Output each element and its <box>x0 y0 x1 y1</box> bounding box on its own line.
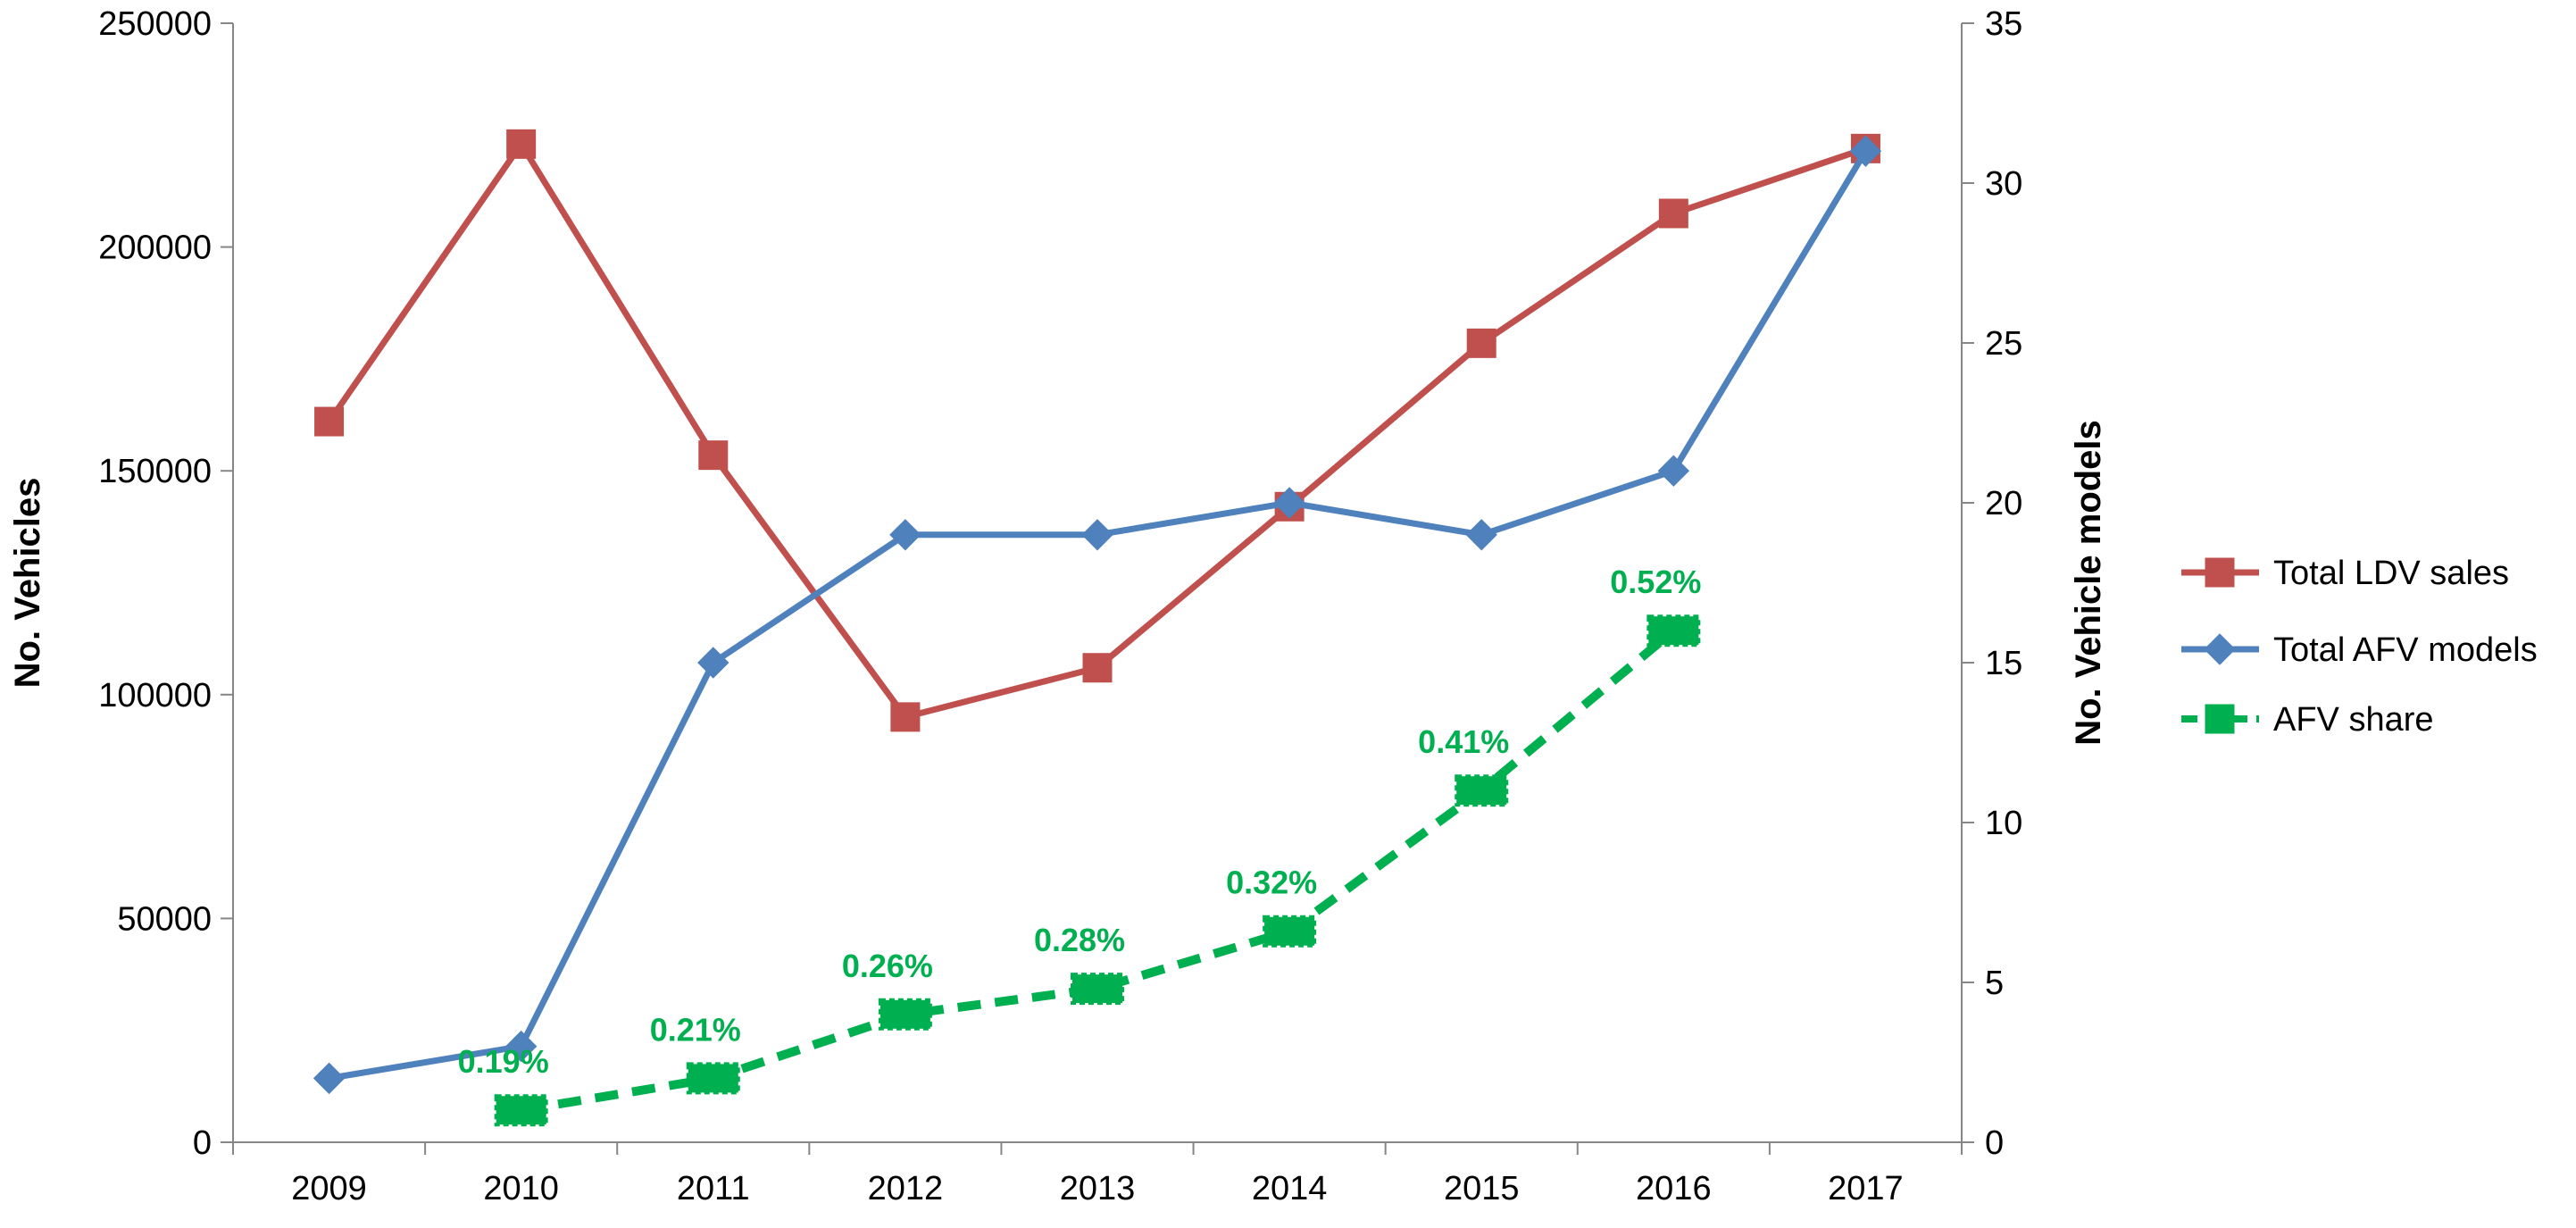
y-left-tick-label: 50000 <box>117 900 212 938</box>
y-left-tick-label: 0 <box>193 1124 212 1162</box>
data-label: 0.32% <box>1226 865 1317 901</box>
series-lines <box>313 129 1882 1127</box>
data-point <box>686 1062 740 1095</box>
data-point <box>1082 653 1113 683</box>
data-label: 0.28% <box>1034 922 1125 958</box>
data-labels: 0.19% 0.21% 0.26% 0.28% 0.32% 0.41% 0.52% <box>458 564 1702 1080</box>
data-label: 0.26% <box>842 948 933 984</box>
legend-label: Total AFV models <box>2273 631 2538 669</box>
data-label: 0.19% <box>458 1043 549 1080</box>
data-point <box>1081 519 1113 551</box>
data-point <box>889 519 921 551</box>
data-point <box>506 129 537 159</box>
data-point <box>494 1094 548 1127</box>
legend: Total LDV sales Total AFV models AFV share <box>2181 555 2538 739</box>
legend-marker <box>2205 704 2235 734</box>
data-point <box>1273 487 1305 519</box>
data-point <box>313 1062 346 1095</box>
y-left-tick-label: 150000 <box>98 453 212 490</box>
axes: 0 50000 100000 150000 200000 250000 0 5 10 15 20 25… <box>8 5 2108 1207</box>
data-point <box>697 647 729 679</box>
data-label: 0.41% <box>1418 723 1509 760</box>
y-right-tick-label: 25 <box>1985 325 2022 363</box>
series-2 <box>494 614 1701 1127</box>
y-left-tick-label: 250000 <box>98 5 212 43</box>
data-point <box>504 1030 538 1063</box>
y-axis-right-title: No. Vehicle models <box>2069 420 2108 746</box>
x-tick-label: 2016 <box>1636 1170 1712 1207</box>
y-right-tick-label: 5 <box>1985 965 2004 1002</box>
y-right-tick-label: 30 <box>1985 165 2022 203</box>
y-right-tick-label: 15 <box>1985 645 2022 682</box>
data-point <box>1455 774 1509 807</box>
x-tick-label: 2017 <box>1828 1170 1904 1207</box>
y-right-tick-label: 35 <box>1985 5 2022 43</box>
legend-marker <box>2205 557 2235 588</box>
legend-label: AFV share <box>2273 701 2434 739</box>
x-tick-label: 2015 <box>1444 1170 1520 1207</box>
legend-label: Total LDV sales <box>2273 555 2509 592</box>
legend-marker <box>2204 633 2236 665</box>
x-tick-label: 2009 <box>291 1170 367 1207</box>
y-right-tick-label: 10 <box>1985 805 2022 842</box>
data-point <box>314 406 345 437</box>
data-label: 0.21% <box>650 1011 741 1048</box>
data-point <box>1466 328 1496 358</box>
data-point <box>890 702 921 732</box>
data-point <box>698 440 729 471</box>
data-point <box>1465 519 1497 551</box>
data-label: 0.52% <box>1610 564 1701 600</box>
x-tick-label: 2010 <box>483 1170 559 1207</box>
data-point <box>1646 614 1701 647</box>
series-1 <box>313 135 1882 1095</box>
data-point <box>1263 915 1317 948</box>
y-right-tick-label: 20 <box>1985 485 2022 522</box>
data-point <box>878 998 932 1031</box>
y-axis-left-title: No. Vehicles <box>8 478 47 689</box>
y-left-tick-label: 200000 <box>98 230 212 267</box>
x-tick-label: 2012 <box>868 1170 944 1207</box>
y-right-tick-label: 0 <box>1985 1124 2004 1162</box>
x-tick-label: 2013 <box>1060 1170 1136 1207</box>
data-point <box>1658 198 1688 229</box>
data-point <box>1849 135 1882 167</box>
series-0 <box>314 129 1880 732</box>
x-tick-label: 2014 <box>1252 1170 1328 1207</box>
y-left-tick-label: 100000 <box>98 677 212 714</box>
data-point <box>1071 973 1124 1006</box>
x-tick-label: 2011 <box>677 1170 750 1207</box>
data-point <box>1657 455 1690 487</box>
series-line <box>326 140 1867 721</box>
